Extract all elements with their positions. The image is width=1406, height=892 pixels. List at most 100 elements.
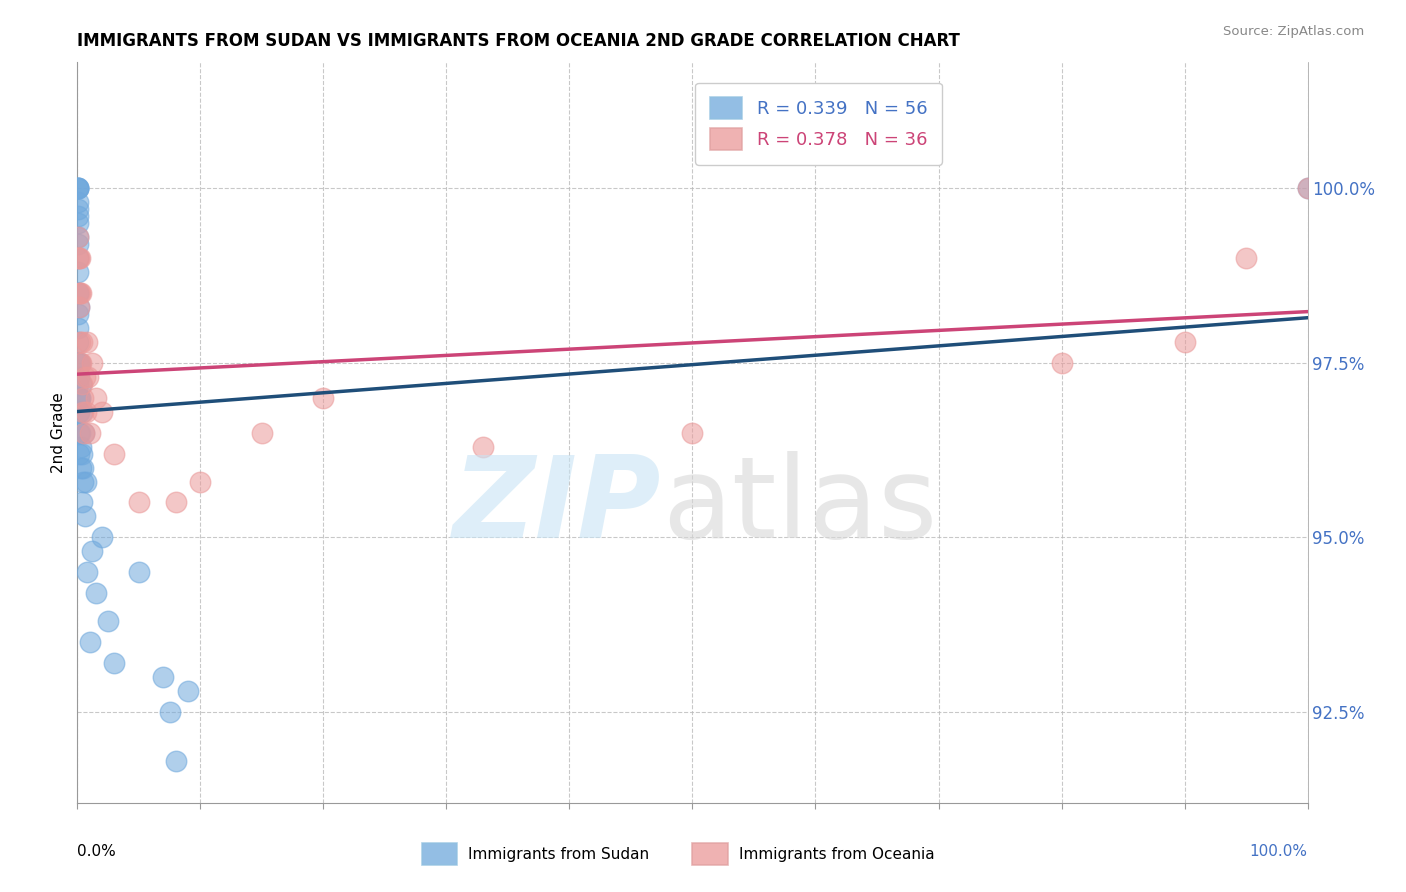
Point — [69, 391, 91, 405]
Point — [70, 460, 93, 475]
Point — [1234, 251, 1257, 265]
Point — [66, 181, 89, 195]
Point — [152, 670, 174, 684]
Point — [70, 376, 93, 391]
Point — [67, 251, 90, 265]
Point — [69, 334, 91, 349]
Point — [84, 586, 107, 600]
Point — [69, 440, 91, 454]
Point — [66, 230, 89, 244]
Point — [72, 405, 94, 419]
Point — [165, 495, 187, 509]
Point — [165, 754, 187, 768]
Point — [67, 446, 90, 460]
Point — [1296, 181, 1319, 195]
Y-axis label: 2nd Grade: 2nd Grade — [51, 392, 66, 473]
Point — [128, 495, 150, 509]
Point — [67, 300, 90, 314]
Point — [66, 230, 89, 244]
Text: Source: ZipAtlas.com: Source: ZipAtlas.com — [1223, 25, 1364, 38]
Point — [188, 475, 212, 489]
Point — [67, 425, 90, 440]
Point — [312, 391, 335, 405]
Text: 0.0%: 0.0% — [77, 844, 117, 858]
Point — [67, 405, 90, 419]
Point — [69, 356, 91, 370]
Point — [66, 216, 89, 230]
Text: Immigrants from Sudan: Immigrants from Sudan — [468, 847, 650, 862]
Point — [69, 356, 91, 370]
Point — [90, 530, 114, 544]
Point — [66, 181, 89, 195]
Point — [472, 440, 495, 454]
Point — [682, 425, 704, 440]
Text: 100.0%: 100.0% — [1250, 844, 1308, 858]
Point — [67, 307, 90, 321]
Point — [70, 495, 93, 509]
Point — [1174, 334, 1197, 349]
Point — [66, 181, 89, 195]
Point — [72, 475, 94, 489]
Point — [66, 202, 89, 216]
Point — [72, 391, 94, 405]
Point — [69, 285, 91, 300]
Point — [82, 544, 104, 558]
Text: ZIP: ZIP — [453, 451, 662, 562]
Point — [69, 251, 91, 265]
Point — [159, 705, 181, 719]
Point — [66, 237, 89, 252]
Point — [103, 656, 125, 670]
Point — [1296, 181, 1319, 195]
Text: IMMIGRANTS FROM SUDAN VS IMMIGRANTS FROM OCEANIA 2ND GRADE CORRELATION CHART: IMMIGRANTS FROM SUDAN VS IMMIGRANTS FROM… — [77, 32, 960, 50]
Point — [67, 285, 90, 300]
Point — [70, 376, 93, 391]
Point — [70, 334, 93, 349]
Point — [66, 195, 89, 210]
Point — [67, 369, 90, 384]
Point — [67, 405, 90, 419]
Point — [67, 321, 90, 335]
Point — [75, 475, 97, 489]
Point — [67, 376, 90, 391]
Point — [72, 460, 94, 475]
Point — [67, 391, 90, 405]
Text: Immigrants from Oceania: Immigrants from Oceania — [740, 847, 935, 862]
Point — [66, 251, 89, 265]
Point — [73, 425, 96, 440]
Point — [70, 285, 93, 300]
Point — [66, 181, 89, 195]
Point — [84, 391, 107, 405]
Point — [67, 285, 90, 300]
Point — [69, 391, 91, 405]
Point — [73, 425, 96, 440]
Point — [1050, 356, 1073, 370]
Point — [70, 446, 93, 460]
Point — [128, 566, 150, 580]
Point — [67, 391, 90, 405]
Point — [70, 405, 93, 419]
Point — [82, 356, 104, 370]
Point — [67, 356, 90, 370]
Point — [75, 405, 97, 419]
Point — [76, 566, 98, 580]
Point — [67, 265, 90, 279]
Point — [67, 356, 90, 370]
Legend: R = 0.339   N = 56, R = 0.378   N = 36: R = 0.339 N = 56, R = 0.378 N = 36 — [696, 83, 942, 164]
Point — [97, 614, 120, 628]
Point — [79, 425, 101, 440]
Point — [66, 285, 89, 300]
Point — [177, 684, 200, 698]
Point — [67, 334, 90, 349]
Point — [73, 369, 96, 384]
Text: atlas: atlas — [662, 451, 936, 562]
Point — [76, 334, 98, 349]
Point — [77, 369, 100, 384]
Point — [69, 425, 91, 440]
Point — [67, 251, 90, 265]
Point — [90, 405, 114, 419]
Point — [79, 635, 101, 649]
Point — [67, 300, 90, 314]
Point — [250, 425, 273, 440]
Point — [69, 356, 91, 370]
Point — [66, 209, 89, 223]
